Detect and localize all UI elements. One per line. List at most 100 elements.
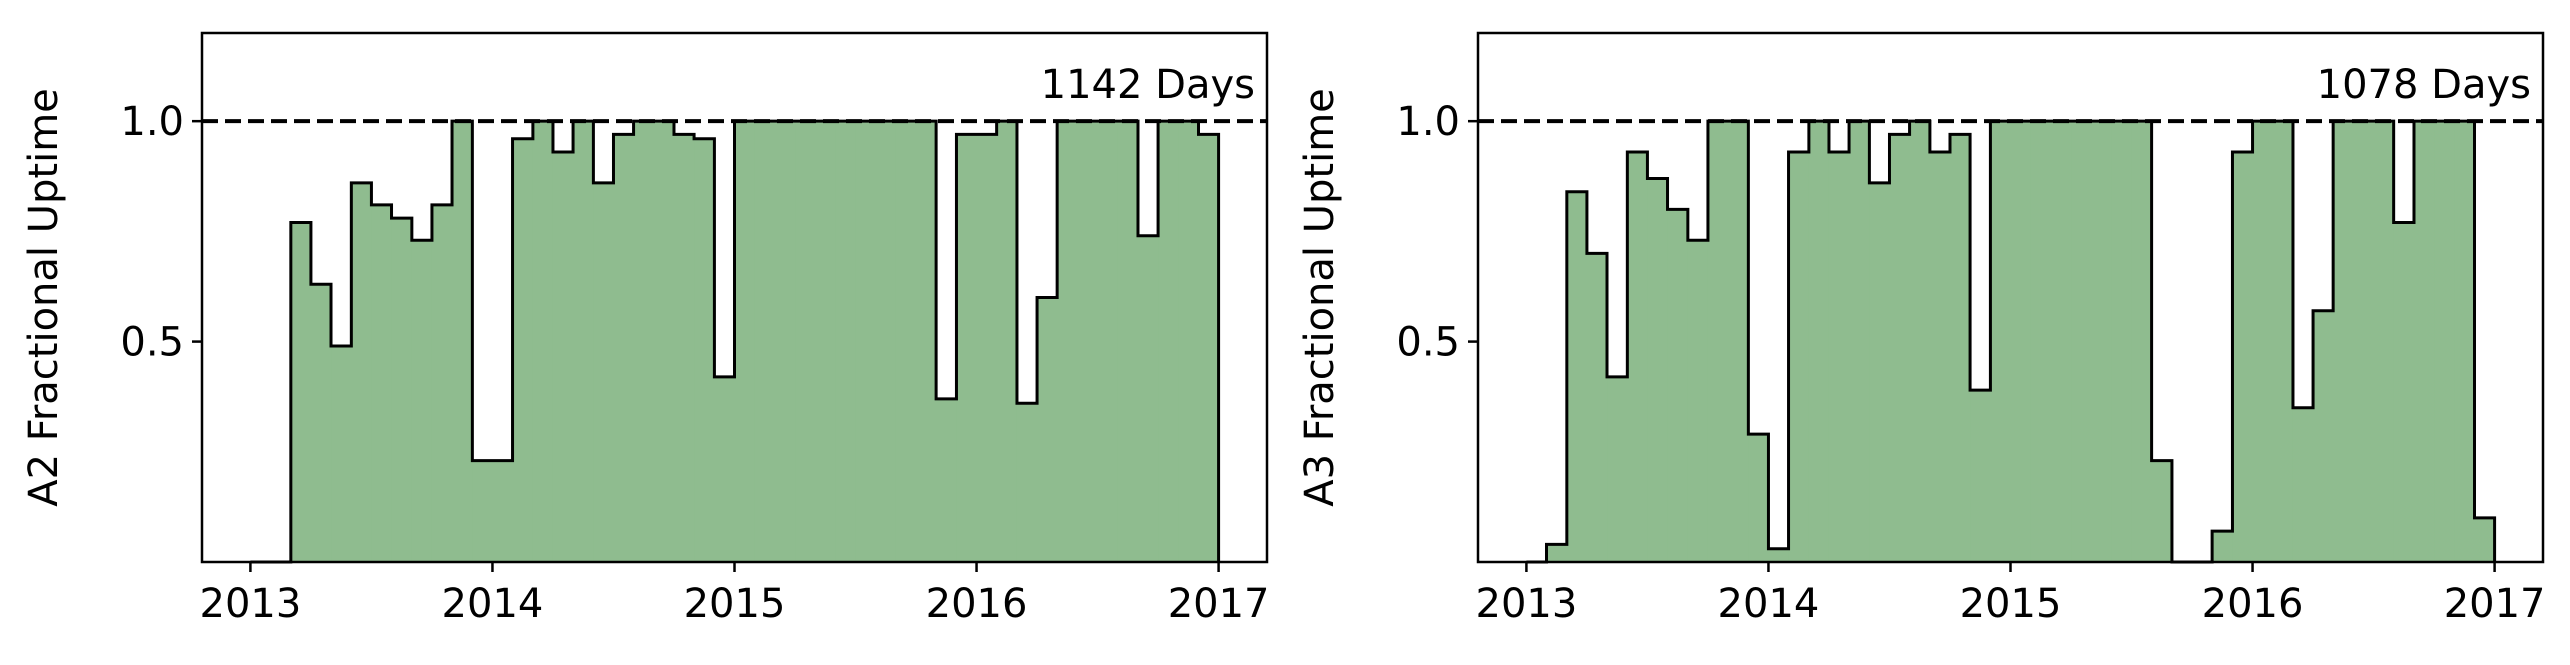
a2-days-annotation: 1142 Days (1041, 62, 1255, 108)
uptime-bar (1667, 209, 1689, 562)
uptime-bar (1178, 121, 1200, 563)
uptime-bar (2010, 121, 2032, 563)
uptime-bar (351, 182, 373, 562)
uptime-bar (1970, 390, 1992, 562)
uptime-bar (411, 240, 433, 562)
x-tick-label: 2016 (926, 581, 1028, 627)
uptime-bar (2454, 121, 2476, 563)
uptime-bar (331, 345, 352, 562)
uptime-bar (1627, 152, 1649, 562)
uptime-bar (1198, 134, 1220, 562)
uptime-bar (653, 121, 675, 563)
uptime-bar (552, 152, 574, 562)
y-tick-label: 1.0 (1396, 99, 1460, 145)
uptime-bar (1077, 121, 1099, 563)
uptime-bar (2151, 460, 2173, 562)
uptime-bar (1828, 152, 1850, 562)
uptime-bar (290, 222, 312, 562)
uptime-bar (996, 121, 1018, 563)
a3-days-annotation: 1078 Days (2317, 62, 2531, 108)
uptime-bar (1990, 121, 2012, 563)
a3-uptime-panel: 2013 2014 2015 2016 2017 0.5 1.0 A3 Fractional … (1297, 31, 2546, 627)
uptime-step-outline (1526, 119, 2497, 564)
uptime-bar (2333, 121, 2355, 563)
uptime-bar (1546, 544, 1568, 562)
uptime-bar (835, 121, 857, 563)
uptime-bar (1949, 134, 1971, 562)
uptime-bar (673, 134, 695, 562)
uptime-bar (2091, 121, 2113, 563)
x-tick-label: 2016 (2202, 581, 2304, 627)
uptime-bar (2071, 121, 2092, 563)
uptime-bar (2434, 121, 2455, 563)
a2-y-axis-title: A2 Fractional Uptime (21, 88, 67, 507)
uptime-bar (976, 134, 998, 562)
uptime-bar (855, 121, 877, 563)
uptime-bar (875, 121, 897, 563)
uptime-bar (2050, 121, 2072, 563)
uptime-bar (1097, 121, 1119, 563)
uptime-bar (1016, 403, 1038, 562)
uptime-bar (2111, 121, 2133, 563)
uptime-bar (2272, 121, 2294, 563)
uptime-bar (714, 376, 736, 562)
uptime-bar (895, 121, 917, 563)
uptime-bar (2232, 152, 2254, 562)
uptime-bar (2474, 517, 2496, 562)
uptime-bar (916, 121, 937, 563)
uptime-bar (1566, 191, 1588, 562)
uptime-bar (1137, 235, 1159, 562)
uptime-bar (2393, 222, 2415, 562)
uptime-bar (431, 204, 453, 563)
uptime-bar (936, 398, 958, 562)
uptime-bar (2292, 407, 2314, 562)
uptime-bar (2212, 531, 2234, 562)
uptime-bar (2413, 121, 2435, 563)
uptime-bar (1057, 121, 1079, 563)
x-tick-label: 2014 (1718, 581, 1820, 627)
x-tick-label: 2014 (442, 581, 544, 627)
uptime-bar (1117, 121, 1139, 563)
uptime-bar (1586, 253, 1608, 563)
uptime-bar (1849, 121, 1870, 563)
uptime-bar (1889, 134, 1911, 562)
uptime-bar (2131, 121, 2153, 563)
uptime-bar (452, 121, 473, 563)
uptime-bar (1869, 182, 1891, 562)
uptime-bar (310, 284, 332, 562)
uptime-bar (2373, 121, 2395, 563)
uptime-bar (2313, 310, 2334, 562)
uptime-bar (956, 134, 978, 562)
uptime-bar (754, 121, 776, 563)
uptime-bar (1909, 121, 1931, 563)
uptime-bar (472, 460, 494, 562)
uptime-bar (391, 218, 413, 562)
uptime-bar (1037, 297, 1058, 562)
uptime-bar (2252, 121, 2274, 563)
uptime-bar (815, 121, 837, 563)
x-tick-label: 2015 (684, 581, 786, 627)
x-tick-label: 2015 (1960, 581, 2062, 627)
x-tick-label: 2017 (2444, 581, 2546, 627)
uptime-bar (593, 182, 615, 562)
uptime-bar (492, 460, 514, 562)
uptime-bar (613, 134, 635, 562)
uptime-bar (1607, 376, 1628, 562)
uptime-bar (1158, 121, 1179, 563)
uptime-bar (512, 138, 534, 563)
uptime-bar (734, 121, 756, 563)
uptime-bar (1788, 152, 1810, 562)
x-tick-label: 2013 (1476, 581, 1578, 627)
uptime-bar (694, 138, 716, 563)
uptime-bar (573, 121, 594, 563)
uptime-bar (2030, 121, 2052, 563)
uptime-bar (371, 204, 393, 563)
uptime-bar (1748, 434, 1770, 562)
uptime-bar (1728, 121, 1749, 563)
uptime-bar (774, 121, 796, 563)
a3-y-axis-title: A3 Fractional Uptime (1297, 88, 1343, 507)
uptime-bar (1929, 152, 1951, 562)
uptime-bar (532, 121, 554, 563)
y-tick-label: 0.5 (120, 320, 184, 366)
